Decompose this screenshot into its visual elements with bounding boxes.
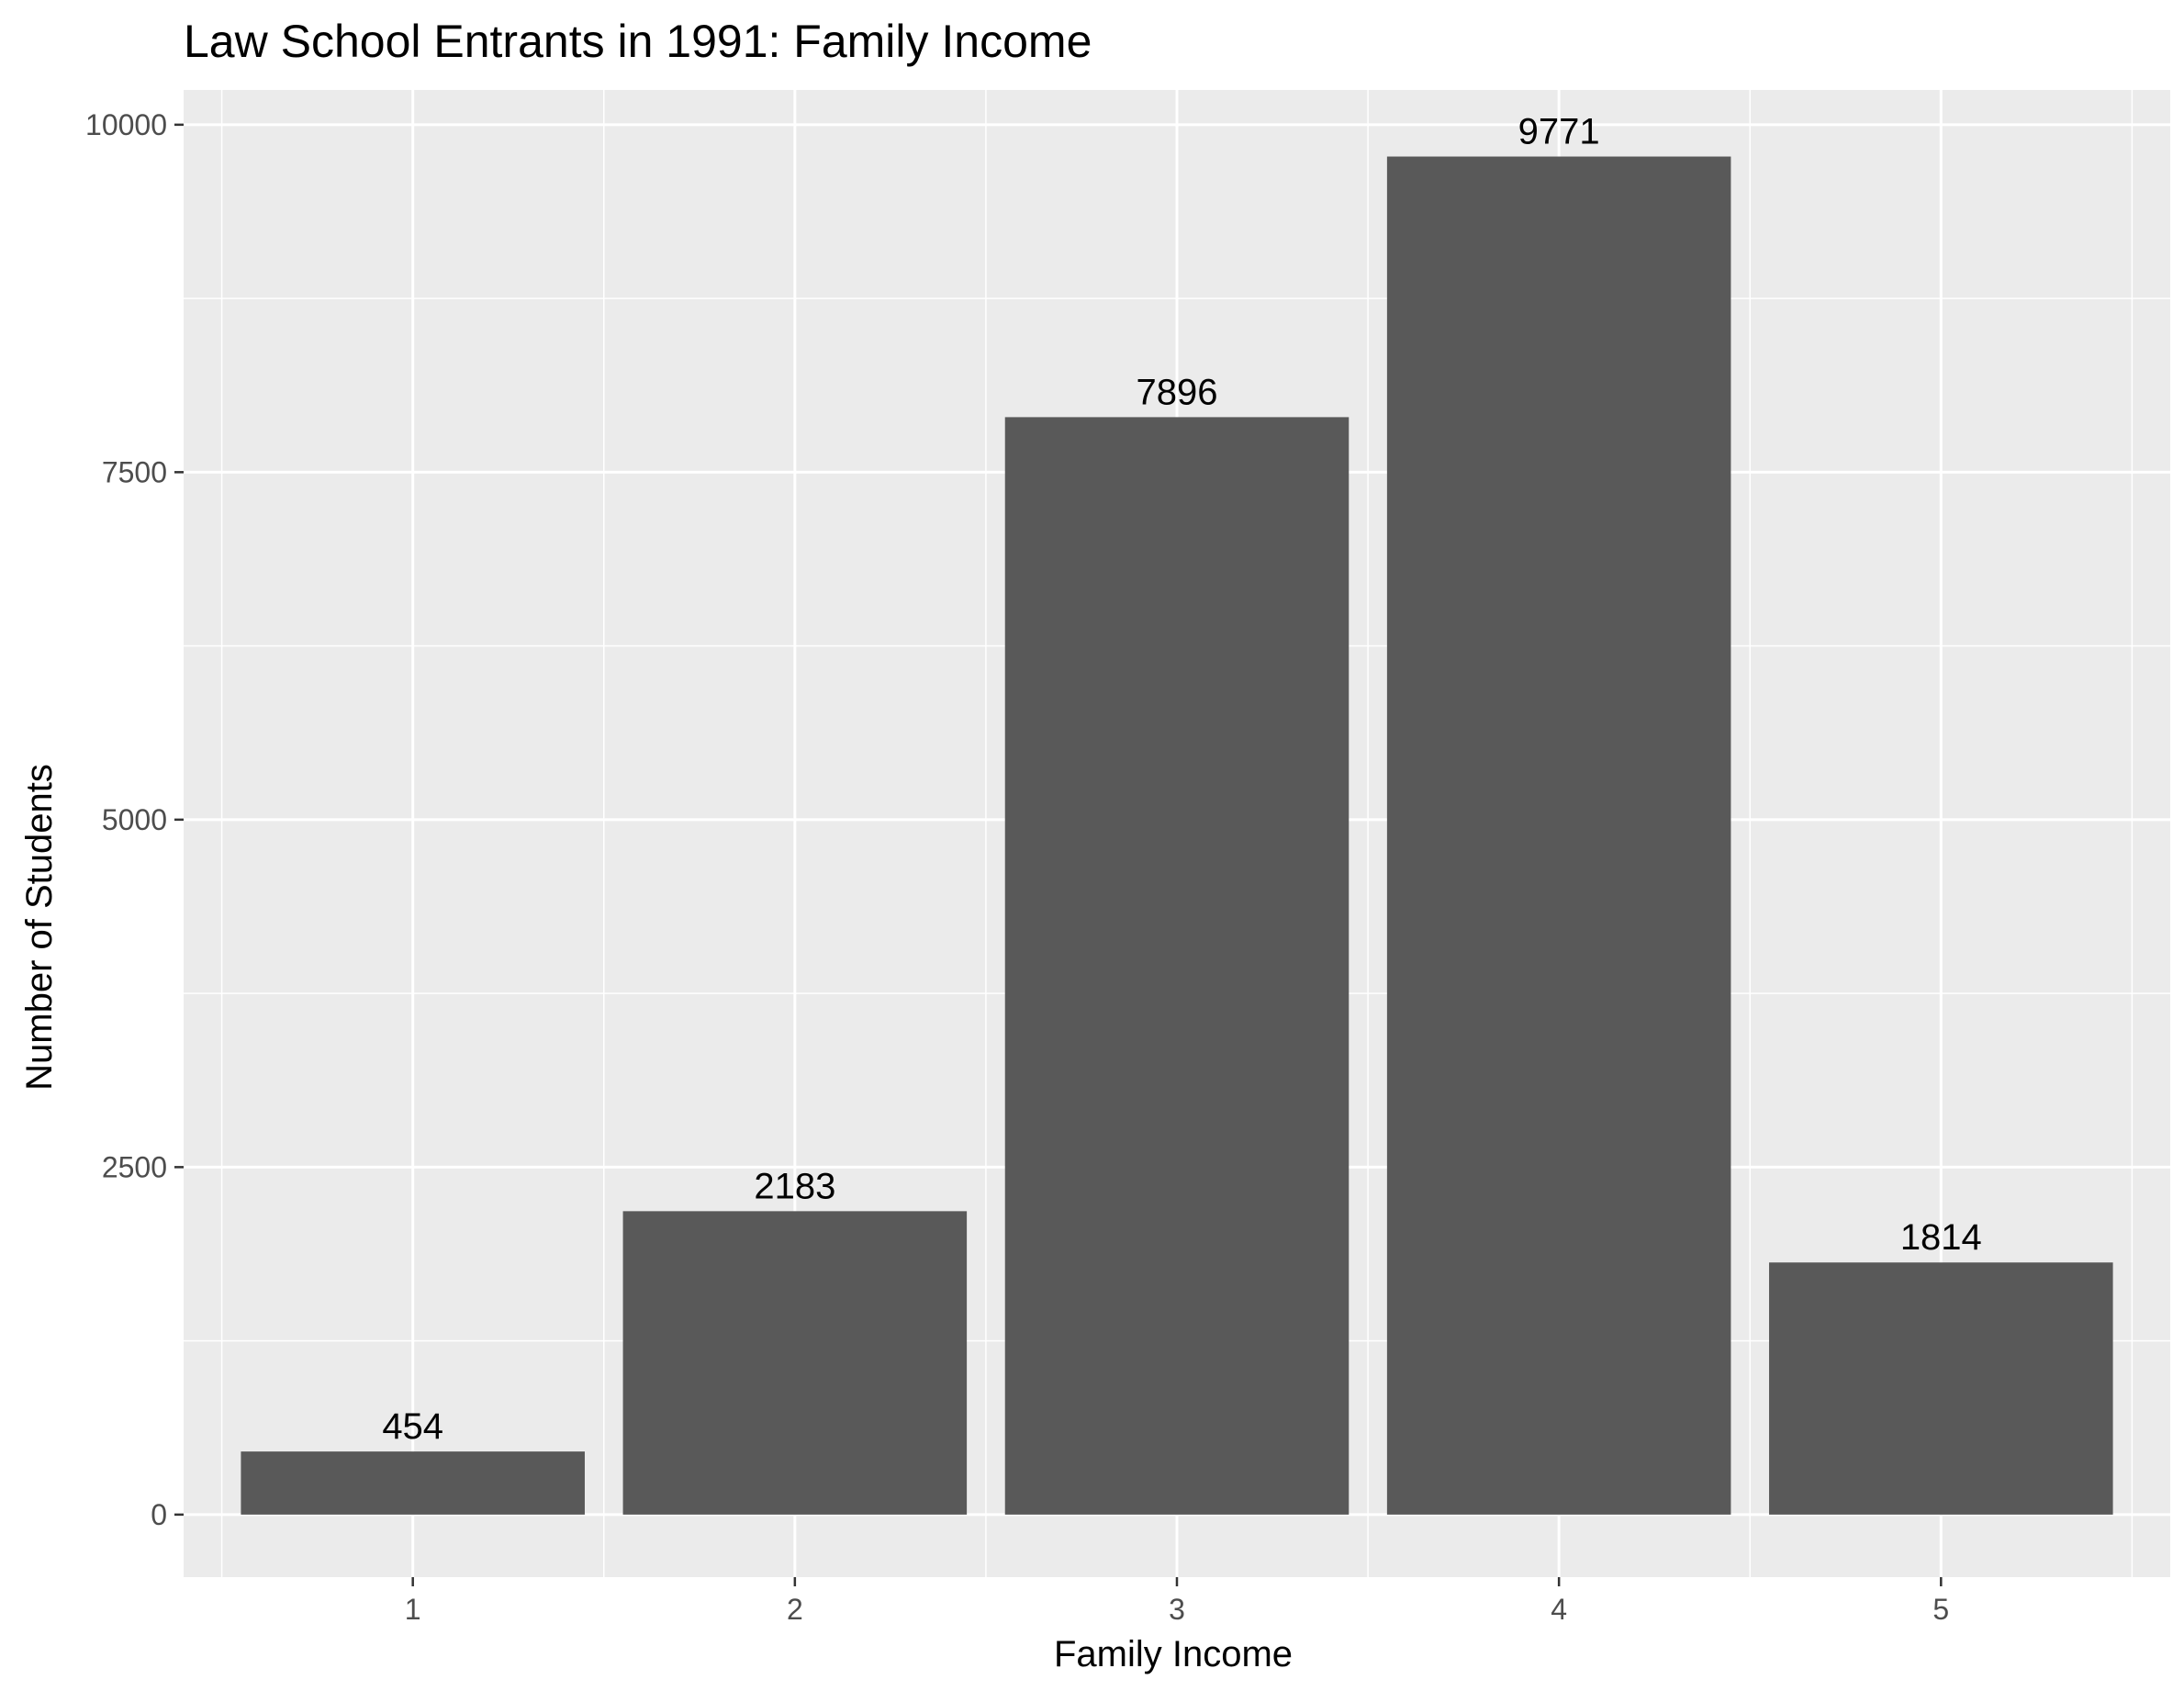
y-tick-label: 5000 [102, 803, 167, 836]
data-label-1: 454 [382, 1406, 443, 1447]
bar-1 [241, 1451, 585, 1515]
x-axis-title: Family Income [1054, 1634, 1293, 1674]
data-label-4: 9771 [1518, 112, 1600, 152]
x-tick-label: 5 [1932, 1593, 1949, 1626]
data-label-3: 7896 [1137, 372, 1218, 412]
y-tick-label: 10000 [85, 108, 167, 141]
data-label-2: 2183 [754, 1166, 835, 1206]
x-tick-label: 2 [787, 1593, 803, 1626]
chart-title: Law School Entrants in 1991: Family Inco… [184, 16, 1092, 67]
x-tick-label: 4 [1551, 1593, 1567, 1626]
y-tick-label: 0 [151, 1498, 167, 1531]
data-label-5: 1814 [1900, 1217, 1982, 1258]
y-tick-label: 7500 [102, 455, 167, 488]
bar-2 [622, 1211, 968, 1515]
x-tick-label: 3 [1169, 1593, 1185, 1626]
bar-3 [1004, 417, 1350, 1515]
x-tick-label: 1 [405, 1593, 421, 1626]
bar-4 [1386, 156, 1731, 1515]
bar-5 [1769, 1262, 2113, 1515]
y-tick-label: 2500 [102, 1150, 167, 1183]
y-axis-title: Number of Students [19, 764, 60, 1091]
